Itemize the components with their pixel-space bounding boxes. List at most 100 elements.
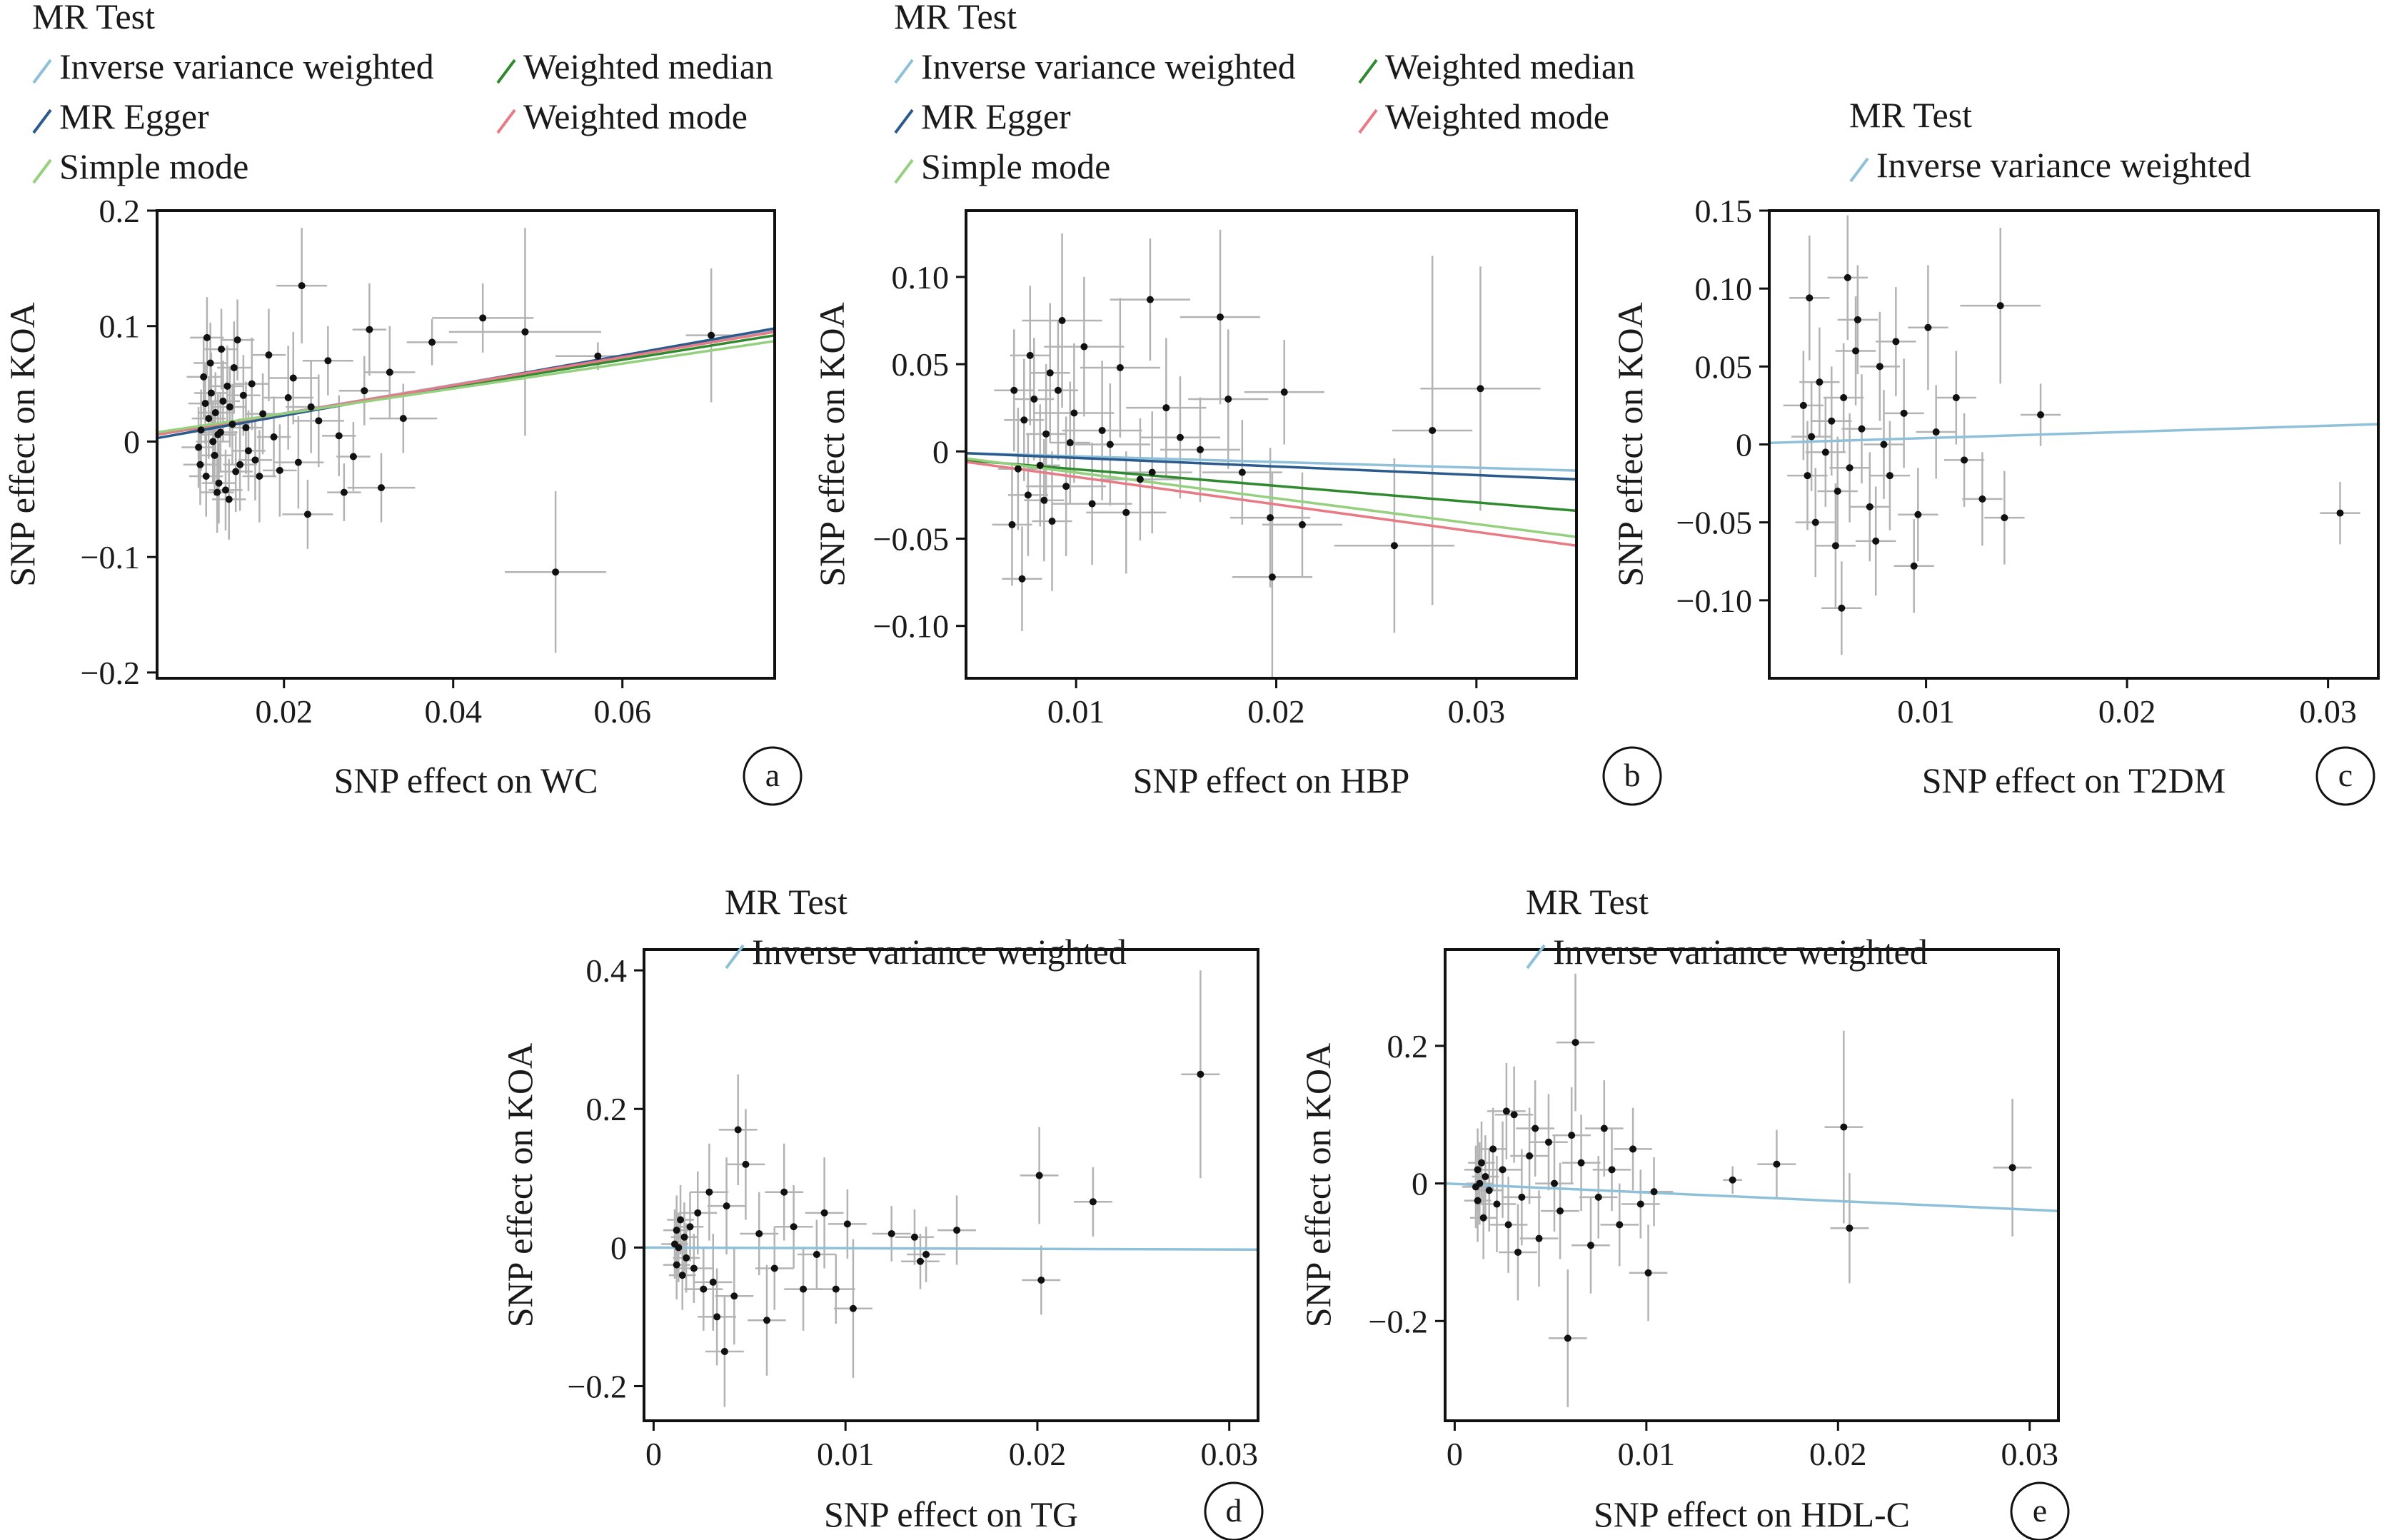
panel-letter: b <box>1624 757 1641 793</box>
fit-line-mr-egger <box>966 451 1576 481</box>
data-point <box>233 336 241 344</box>
chart-panel-e: 0 0.01 0.02 0.03 −0.2 0 0.2 SNP effect on HDL-C… <box>1298 882 2070 1540</box>
data-point <box>1840 394 1848 401</box>
data-point <box>1828 417 1836 425</box>
data-point <box>1474 1166 1482 1174</box>
panel-letter-badge: a <box>743 746 803 806</box>
y-axis-label: SNP effect on KOA <box>500 1043 540 1328</box>
data-point <box>1224 395 1232 403</box>
legend-label: Inverse variance weighted <box>1553 932 1928 972</box>
data-point <box>708 331 715 339</box>
x-tick-label: 0.01 <box>1047 693 1105 730</box>
data-point <box>1489 1145 1497 1153</box>
y-axis-label: SNP effect on KOA <box>812 302 852 587</box>
data-point <box>1089 1198 1097 1206</box>
legend-swatch <box>725 944 745 970</box>
data-point <box>1900 409 1908 417</box>
data-point <box>1037 1276 1045 1284</box>
data-point <box>1042 430 1050 438</box>
data-point <box>228 421 236 428</box>
data-point <box>1040 496 1048 504</box>
legend-item: Inverse variance weighted <box>894 46 1296 86</box>
data-point <box>202 472 210 480</box>
data-point <box>671 1240 678 1248</box>
data-point <box>1535 1234 1543 1242</box>
y-tick-label: 0 <box>124 423 140 460</box>
panel-letter: d <box>1226 1492 1242 1529</box>
data-point <box>910 1233 918 1241</box>
fit-line-inverse-variance-weighted <box>966 451 1576 472</box>
data-point <box>709 1278 717 1286</box>
data-point <box>1504 1221 1512 1229</box>
legend-title: MR Test <box>1849 95 1972 135</box>
data-point <box>734 1126 742 1134</box>
data-point <box>780 1188 788 1196</box>
data-point <box>1477 385 1484 393</box>
data-point <box>1600 1124 1608 1132</box>
data-point <box>479 314 487 322</box>
y-tick-label: 0.4 <box>586 952 628 989</box>
x-tick-label: 0.06 <box>593 693 651 730</box>
data-point <box>366 326 373 333</box>
data-point <box>1046 369 1054 377</box>
legend-label: Simple mode <box>921 146 1110 186</box>
data-point <box>832 1285 840 1293</box>
legend-label: MR Egger <box>59 96 209 136</box>
x-tick-label: 0.01 <box>1897 693 1955 730</box>
data-point <box>1996 302 2004 310</box>
legend-label: Inverse variance weighted <box>59 46 434 86</box>
data-point <box>1122 508 1130 516</box>
data-point <box>211 409 219 417</box>
panel-letter-badge: e <box>2010 1481 2070 1540</box>
legend-item: Inverse variance weighted <box>1849 145 2251 185</box>
panel-letter-circle <box>1602 746 1662 806</box>
data-point <box>1556 1207 1564 1215</box>
legend-item: Weighted median <box>496 46 773 86</box>
data-point <box>1892 338 1900 346</box>
legend-swatch <box>1849 157 1869 183</box>
data-point <box>843 1220 851 1228</box>
legend-item: MR Egger <box>32 96 209 136</box>
data-point <box>1030 395 1038 403</box>
legend-item: Weighted mode <box>496 96 748 136</box>
data-point <box>849 1304 857 1312</box>
x-axis-label: SNP effect on WC <box>334 760 598 800</box>
data-point <box>1472 1183 1479 1191</box>
legend-label: Inverse variance weighted <box>921 46 1296 86</box>
y-axis-label: SNP effect on KOA <box>1298 1043 1338 1328</box>
data-point <box>1773 1160 1781 1168</box>
legend-swatch <box>496 109 516 134</box>
data-point <box>700 1285 708 1293</box>
data-point <box>1036 461 1044 469</box>
y-tick-label: 0.05 <box>1695 348 1753 385</box>
data-point <box>1608 1166 1616 1174</box>
data-point <box>1806 294 1814 302</box>
data-point <box>1846 464 1854 472</box>
plot-area <box>1769 215 2378 655</box>
panel-letter: e <box>2033 1492 2047 1529</box>
plot-area <box>157 228 775 653</box>
data-point <box>677 1216 685 1224</box>
data-point <box>205 415 213 423</box>
chart-panel-c: 0.01 0.02 0.03 −0.10 −0.05 0 0.05 0.10 0.15 SNP e… <box>1610 95 2380 806</box>
data-point <box>1518 1193 1526 1201</box>
legend-item: Weighted mode <box>1358 96 1609 136</box>
data-point <box>206 359 214 367</box>
legend-label: MR Egger <box>921 96 1071 136</box>
data-point <box>196 461 204 468</box>
data-point <box>770 1264 778 1272</box>
y-tick-label: −0.1 <box>81 539 140 575</box>
data-point <box>1729 1176 1736 1184</box>
panel-letter-badge: b <box>1602 746 1662 806</box>
data-point <box>1852 347 1860 355</box>
legend-title: MR Test <box>725 882 848 922</box>
data-point <box>195 443 203 451</box>
data-point <box>1499 1166 1507 1174</box>
data-point <box>1816 378 1824 386</box>
legend-label: Simple mode <box>59 146 248 186</box>
plot-area <box>1445 973 2058 1407</box>
data-point <box>1526 1152 1534 1160</box>
data-point <box>1502 1107 1510 1115</box>
x-axis-label: SNP effect on HBP <box>1133 760 1410 800</box>
